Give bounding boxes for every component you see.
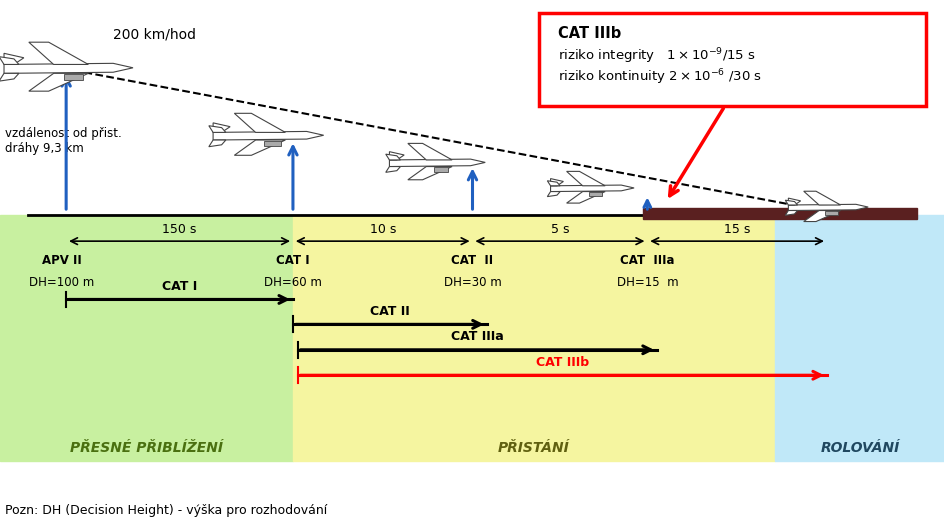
Polygon shape xyxy=(4,54,24,65)
Polygon shape xyxy=(385,154,400,160)
Text: CAT II: CAT II xyxy=(369,305,410,318)
Polygon shape xyxy=(787,205,868,210)
Polygon shape xyxy=(547,191,560,197)
Text: riziko kontinuity $2\times10^{-6}$ /30 s: riziko kontinuity $2\times10^{-6}$ /30 s xyxy=(557,68,761,87)
Polygon shape xyxy=(389,152,404,160)
Text: 200 km/hod: 200 km/hod xyxy=(113,28,196,41)
Polygon shape xyxy=(0,57,19,65)
Bar xyxy=(0,215,293,461)
Text: 10 s: 10 s xyxy=(369,223,396,236)
Text: CAT I: CAT I xyxy=(161,280,197,293)
Polygon shape xyxy=(588,192,601,196)
Text: ROLOVÁNÍ: ROLOVÁNÍ xyxy=(819,441,899,455)
Polygon shape xyxy=(209,140,226,147)
Polygon shape xyxy=(433,167,448,172)
Text: DH=60 m: DH=60 m xyxy=(263,276,322,289)
Text: Pozn: DH (Decision Height) - výška pro rozhodování: Pozn: DH (Decision Height) - výška pro r… xyxy=(5,504,327,517)
Polygon shape xyxy=(408,144,451,160)
Text: CAT IIIa: CAT IIIa xyxy=(450,330,503,343)
Text: DH=30 m: DH=30 m xyxy=(443,276,501,289)
Text: riziko integrity   $1\times10^{-9}$/15 s: riziko integrity $1\times10^{-9}$/15 s xyxy=(557,47,754,66)
Text: 150 s: 150 s xyxy=(162,223,196,236)
Polygon shape xyxy=(264,141,281,146)
Polygon shape xyxy=(28,73,89,91)
Text: CAT  IIIa: CAT IIIa xyxy=(619,254,674,268)
Text: CAT IIIb: CAT IIIb xyxy=(535,356,588,369)
Text: CAT IIIb: CAT IIIb xyxy=(557,26,620,41)
Polygon shape xyxy=(385,166,400,172)
Polygon shape xyxy=(209,126,226,132)
Text: PŘISTÁNÍ: PŘISTÁNÍ xyxy=(497,441,569,455)
Polygon shape xyxy=(213,131,323,140)
Polygon shape xyxy=(547,181,560,186)
Polygon shape xyxy=(824,211,836,215)
Text: DH=100 m: DH=100 m xyxy=(28,276,94,289)
Bar xyxy=(774,215,944,461)
Polygon shape xyxy=(0,73,19,81)
Text: PŘESNÉ PŘIBLÍŽENÍ: PŘESNÉ PŘIBLÍŽENÍ xyxy=(70,441,223,455)
Text: CAT I: CAT I xyxy=(276,254,310,268)
Polygon shape xyxy=(802,191,840,205)
Text: DH=15  m: DH=15 m xyxy=(615,276,678,289)
Polygon shape xyxy=(28,42,89,65)
Polygon shape xyxy=(784,210,797,215)
Text: CAT  II: CAT II xyxy=(451,254,493,268)
Polygon shape xyxy=(213,123,230,132)
Text: APV II: APV II xyxy=(42,254,81,268)
Polygon shape xyxy=(234,140,285,155)
Polygon shape xyxy=(566,171,604,186)
Bar xyxy=(642,208,916,219)
Polygon shape xyxy=(234,113,285,132)
Text: vzdálenost od přist.
dráhy 9,3 km: vzdálenost od přist. dráhy 9,3 km xyxy=(5,127,122,155)
FancyBboxPatch shape xyxy=(538,13,925,106)
Polygon shape xyxy=(784,200,797,205)
Polygon shape xyxy=(4,64,133,73)
Polygon shape xyxy=(63,74,83,80)
Polygon shape xyxy=(802,210,840,222)
Polygon shape xyxy=(550,179,563,186)
Polygon shape xyxy=(550,185,633,191)
Text: 15 s: 15 s xyxy=(723,223,750,236)
Text: 5 s: 5 s xyxy=(550,223,568,236)
Bar xyxy=(293,215,774,461)
Polygon shape xyxy=(408,166,451,180)
Polygon shape xyxy=(566,191,604,203)
Polygon shape xyxy=(389,159,485,166)
Polygon shape xyxy=(787,198,800,205)
